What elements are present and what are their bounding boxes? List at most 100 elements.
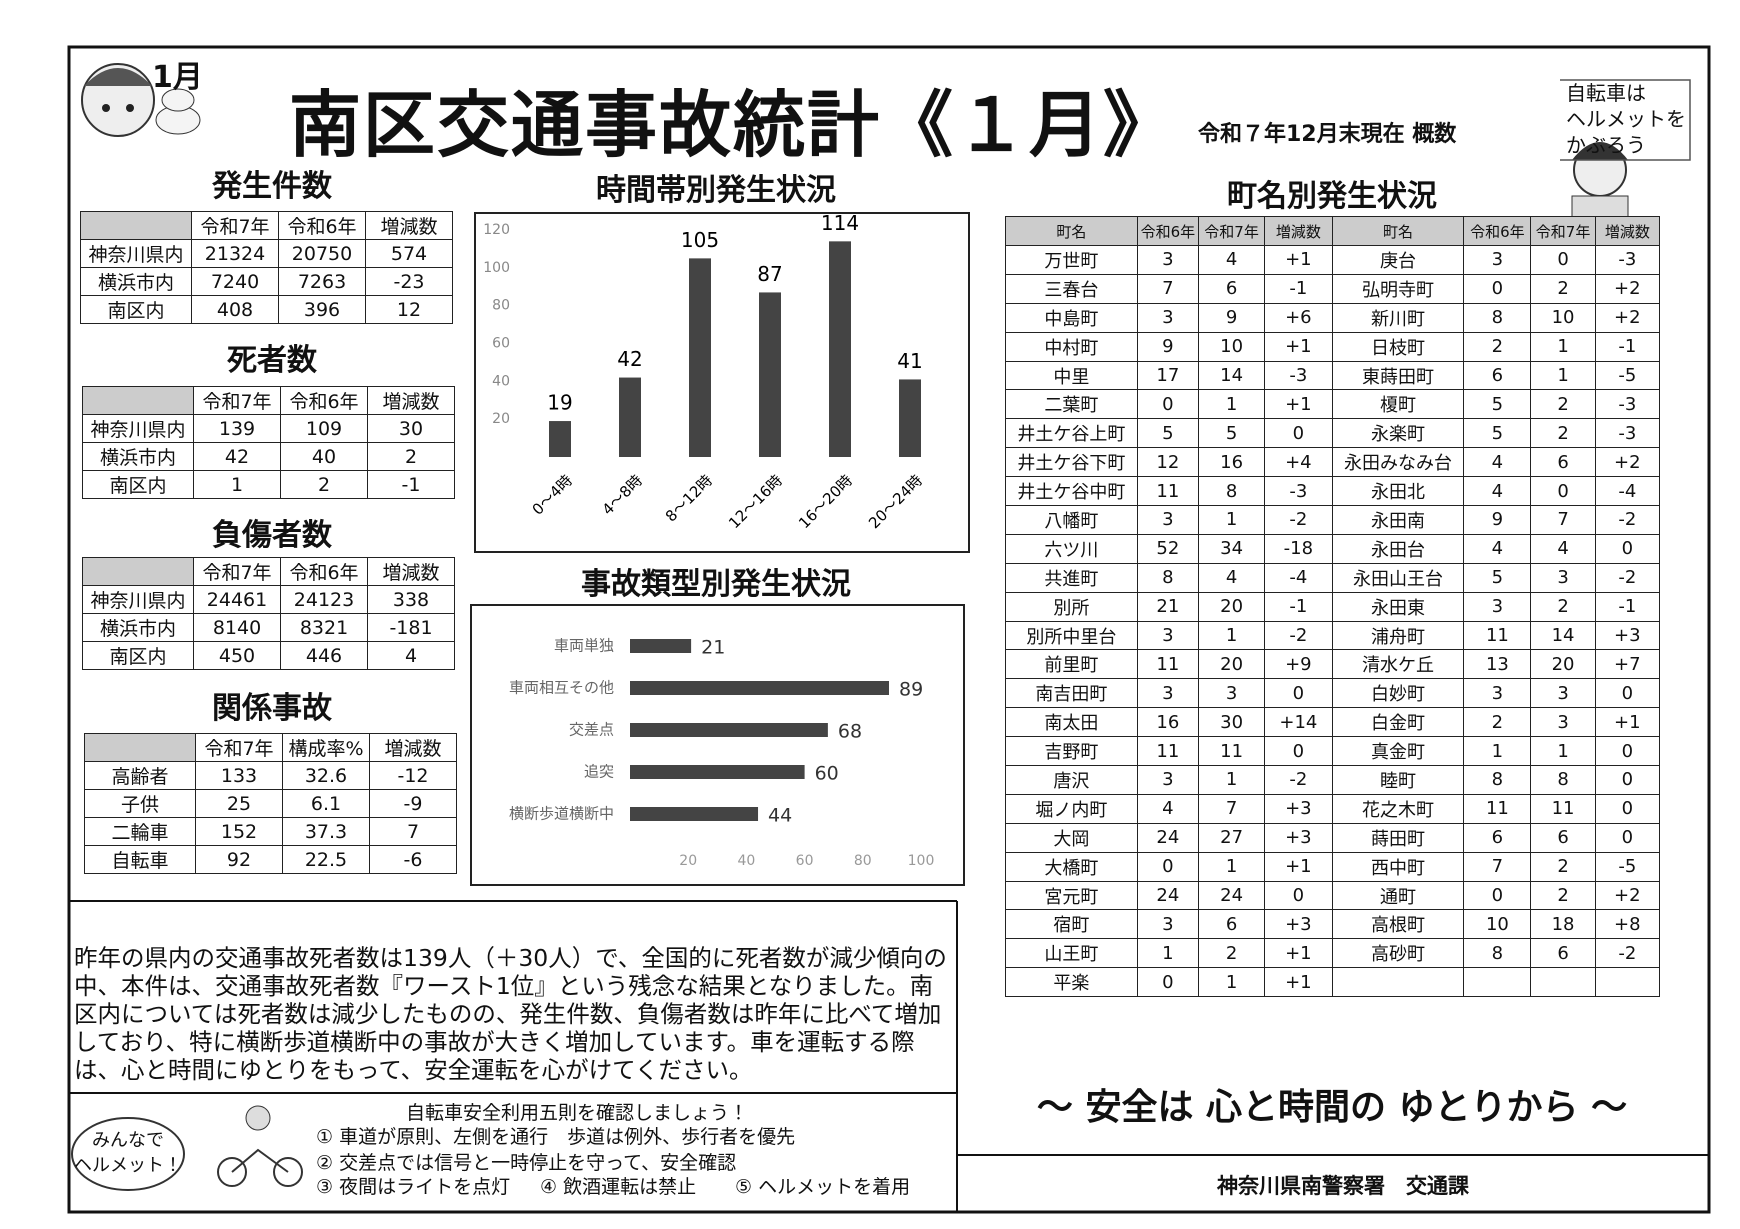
mascot xyxy=(81,63,201,137)
town-name: 通町 xyxy=(1331,880,1465,911)
y-tick-label: 車両相互その他 xyxy=(509,679,614,697)
cell: 24 xyxy=(1197,880,1266,911)
bar xyxy=(630,723,828,737)
cell: 24 xyxy=(1136,880,1200,911)
rule-item: ② 交差点では信号と一時停止を守って、安全確認 xyxy=(316,1152,737,1174)
y-tick-label: 100 xyxy=(483,260,510,276)
cell: 21324 xyxy=(191,239,279,268)
row: 大岡 24 27 +3 蒔田町 6 6 0 xyxy=(1005,822,1661,853)
header-cell: 令和7年 xyxy=(1197,216,1266,246)
town-name: 永田南 xyxy=(1331,505,1465,535)
row: 宮元町 24 24 0 通町 0 2 +2 xyxy=(1005,880,1661,911)
cell: 1 xyxy=(1197,967,1266,998)
cell: -5 xyxy=(1594,360,1661,391)
cell: 21 xyxy=(1136,591,1200,622)
value-label: 60 xyxy=(815,763,839,785)
row-label: 二輪車 xyxy=(84,817,196,846)
town-name: 大橋町 xyxy=(1005,851,1138,882)
cell: 6.1 xyxy=(282,789,370,818)
slogan: ～ 安全は 心と時間の ゆとりから ～ xyxy=(1036,1087,1628,1128)
stat-table: 令和7年 構成率% 増減数 高齢者 133 32.6 -12 子供 25 6.1 -9 二輪車 152 3… xyxy=(84,733,457,874)
cell: 6 xyxy=(1197,273,1266,304)
cell: 396 xyxy=(278,295,366,324)
cell: 24123 xyxy=(280,585,368,614)
town-name: 吉野町 xyxy=(1005,736,1138,767)
header-cell: 増減数 xyxy=(369,733,457,762)
cell: 0 xyxy=(1264,736,1333,767)
cell: 7 xyxy=(1136,273,1200,304)
row: 山王町 1 2 +1 高砂町 8 6 -2 xyxy=(1005,938,1661,969)
town-name: 白妙町 xyxy=(1331,678,1465,709)
x-tick-label: 20～24時 xyxy=(865,471,926,532)
rule-item: ⑤ ヘルメットを着用 xyxy=(735,1176,911,1198)
cell: -6 xyxy=(369,845,457,874)
cell: 11 xyxy=(1463,793,1532,824)
header-cell xyxy=(80,211,192,240)
footer: 神奈川県南警察署 交通課 xyxy=(1217,1174,1469,1198)
cell: 24 xyxy=(1136,822,1200,853)
cell: -12 xyxy=(369,761,457,790)
section-title: 関係事故 xyxy=(212,691,332,726)
town-name: 日枝町 xyxy=(1331,331,1465,362)
cell: 9 xyxy=(1463,505,1532,535)
rules-title: 自転車安全利用五則を確認しましょう！ xyxy=(405,1102,749,1124)
outer-border xyxy=(67,45,1711,1214)
cell: 0 xyxy=(1594,822,1661,853)
header-row: 令和7年 令和6年 増減数 xyxy=(82,557,455,586)
header-row: 令和7年 構成率% 増減数 xyxy=(84,733,457,762)
town-name: 浦舟町 xyxy=(1331,620,1465,651)
cell: -2 xyxy=(1594,505,1661,535)
rule-item: ④ 飲酒運転は禁止 xyxy=(540,1176,697,1198)
row: 中里 17 14 -3 東蒔田町 6 1 -5 xyxy=(1005,360,1661,391)
cell: 3 xyxy=(1530,707,1596,738)
cell: -9 xyxy=(369,789,457,818)
cell: 0 xyxy=(1594,793,1661,824)
cell: +6 xyxy=(1264,302,1333,333)
cell: 40 xyxy=(280,442,368,471)
cell: +1 xyxy=(1264,938,1333,969)
cell: -23 xyxy=(365,267,453,296)
cell: 5 xyxy=(1136,418,1200,449)
bar xyxy=(689,258,711,457)
row-label: 高齢者 xyxy=(84,761,196,790)
cell: 0 xyxy=(1463,880,1532,911)
cell: +3 xyxy=(1264,793,1333,824)
header-cell: 町名 xyxy=(1005,216,1138,246)
cell: 8 xyxy=(1197,476,1266,507)
cell: 4 xyxy=(1136,793,1200,824)
header-cell: 増減数 xyxy=(1264,216,1333,246)
cell: 17 xyxy=(1136,360,1200,391)
cell: -4 xyxy=(1594,476,1661,507)
y-tick-label: 横断歩道横断中 xyxy=(509,805,614,823)
cell: 4 xyxy=(1463,533,1532,564)
cell: 52 xyxy=(1136,533,1200,564)
header-cell: 令和7年 xyxy=(1530,216,1596,246)
cell: -3 xyxy=(1264,360,1333,391)
cell: 5 xyxy=(1197,418,1266,449)
cell: 0 xyxy=(1136,851,1200,882)
cell: 7 xyxy=(1530,505,1596,535)
cell: 133 xyxy=(195,761,283,790)
town-name: 榎町 xyxy=(1331,389,1465,420)
section-title: 負傷者数 xyxy=(212,518,332,553)
town-name: 永田みなみ台 xyxy=(1331,447,1465,478)
value-label: 87 xyxy=(757,262,782,286)
y-tick-label: 80 xyxy=(492,298,510,314)
row: 横浜市内 7240 7263 -23 xyxy=(80,267,453,296)
row-label: 神奈川県内 xyxy=(82,414,194,443)
row: 横浜市内 8140 8321 -181 xyxy=(82,613,455,642)
header-row: 令和7年 令和6年 増減数 xyxy=(82,386,455,415)
row: 南区内 408 396 12 xyxy=(80,295,453,324)
cell: +4 xyxy=(1264,447,1333,478)
header-cell: 増減数 xyxy=(365,211,453,240)
town-name: 二葉町 xyxy=(1005,389,1138,420)
town-name: 井土ケ谷上町 xyxy=(1005,418,1138,449)
bubble-text: 自転車は ヘルメットを かぶろう xyxy=(1566,80,1686,158)
stat-table: 令和7年 令和6年 増減数 神奈川県内 139 109 30 横浜市内 42 40 2 南区内 1 2 -1 xyxy=(82,386,455,499)
cell: 10 xyxy=(1463,909,1532,940)
cell: 20 xyxy=(1530,649,1596,680)
x-tick-label: 80 xyxy=(854,853,872,869)
value-label: 19 xyxy=(547,391,572,415)
